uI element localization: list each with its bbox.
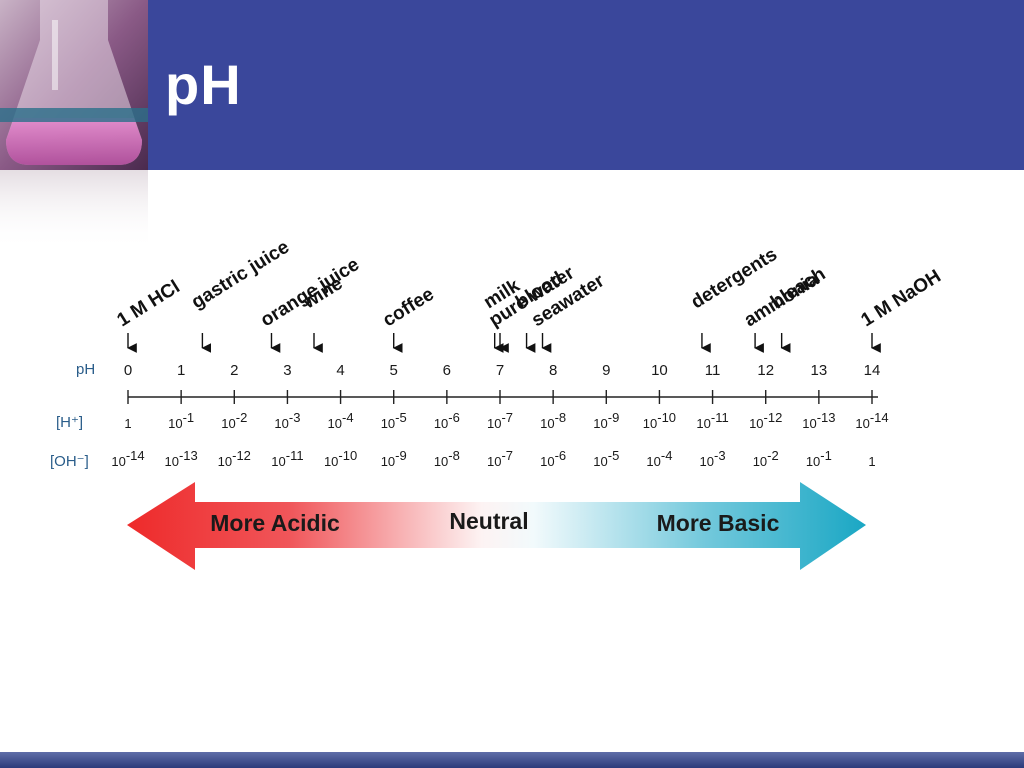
oh-concentration-label: 10-10 <box>324 448 357 469</box>
substance-marker: coffee <box>379 284 438 353</box>
ph-row-label: pH <box>76 361 95 378</box>
ph-tick-label: 7 <box>496 362 504 379</box>
substance-marker: 1 M NaOH <box>858 266 945 353</box>
h-concentration-label: 10-11 <box>696 410 728 431</box>
ph-tick-label: 11 <box>705 362 721 379</box>
h-concentration-label: 10-1 <box>168 410 194 431</box>
h-concentration-label: 10-14 <box>855 410 888 431</box>
ph-scale: 0 1 2 3 4 5 6 7 8 9 10 11 12 13 141 10-1 10-2 10-3 10-4 10-… <box>111 362 888 469</box>
slide-title: pH <box>165 53 242 116</box>
more-acidic-label: More Acidic <box>210 510 340 536</box>
h-concentration-label: 10-10 <box>643 410 676 431</box>
oh-concentration-label: 10-13 <box>165 448 198 469</box>
more-basic-label: More Basic <box>657 510 780 536</box>
ph-tick-label: 6 <box>443 362 451 379</box>
oh-concentration-label: 10-4 <box>646 448 672 469</box>
ph-tick-label: 12 <box>757 362 774 379</box>
oh-concentration-label: 10-11 <box>271 448 303 469</box>
ph-tick-label: 13 <box>811 362 828 379</box>
oh-concentration-label: 10-14 <box>111 448 144 469</box>
oh-concentration-label: 10-12 <box>218 448 251 469</box>
substance-marker: 1 M HCl <box>114 277 184 353</box>
ph-tick-label: 9 <box>602 362 610 379</box>
ph-tick-label: 0 <box>124 362 132 379</box>
ph-tick-label: 4 <box>336 362 344 379</box>
oh-concentration-label: 10-3 <box>700 448 726 469</box>
neutral-label: Neutral <box>449 508 528 534</box>
ph-tick-label: 3 <box>283 362 291 379</box>
ph-tick-label: 8 <box>549 362 557 379</box>
substance-marker: gastric juice <box>188 237 293 353</box>
h-concentration-label: 10-8 <box>540 410 566 431</box>
substance-label: 1 M HCl <box>114 277 184 332</box>
substance-marker: bleach <box>767 264 829 353</box>
ph-tick-label: 10 <box>651 362 668 379</box>
acidity-spectrum-arrow <box>127 482 866 570</box>
h-concentration-label: 10-6 <box>434 410 460 431</box>
substance-label: 1 M NaOH <box>858 266 945 331</box>
ph-tick-label: 14 <box>864 362 881 379</box>
oh-concentration-label: 10-6 <box>540 448 566 469</box>
h-concentration-label: 10-4 <box>328 410 354 431</box>
oh-concentration-label: 10-5 <box>593 448 619 469</box>
h-concentration-label: 10-9 <box>593 410 619 431</box>
substance-label: coffee <box>379 284 438 331</box>
h-concentration-label: 10-2 <box>221 410 247 431</box>
h-concentration-label: 10-12 <box>749 410 782 431</box>
oh-concentration-label: 10-8 <box>434 448 460 469</box>
h-concentration-label: 10-5 <box>381 410 407 431</box>
footer-bar <box>0 752 1024 768</box>
h-row-label: [H⁺] <box>56 414 83 431</box>
header-bar <box>148 0 1024 170</box>
flask-image <box>0 0 148 250</box>
ph-tick-label: 2 <box>230 362 238 379</box>
ph-tick-label: 5 <box>390 362 398 379</box>
ph-tick-label: 1 <box>177 362 185 379</box>
h-concentration-label: 1 <box>124 416 131 431</box>
h-concentration-label: 10-13 <box>802 410 835 431</box>
oh-concentration-label: 10-1 <box>806 448 832 469</box>
h-concentration-label: 10-3 <box>274 410 300 431</box>
oh-concentration-label: 10-7 <box>487 448 513 469</box>
oh-row-label: [OH⁻] <box>50 453 89 470</box>
oh-concentration-label: 1 <box>868 454 875 469</box>
oh-concentration-label: 10-2 <box>753 448 779 469</box>
oh-concentration-label: 10-9 <box>381 448 407 469</box>
h-concentration-label: 10-7 <box>487 410 513 431</box>
